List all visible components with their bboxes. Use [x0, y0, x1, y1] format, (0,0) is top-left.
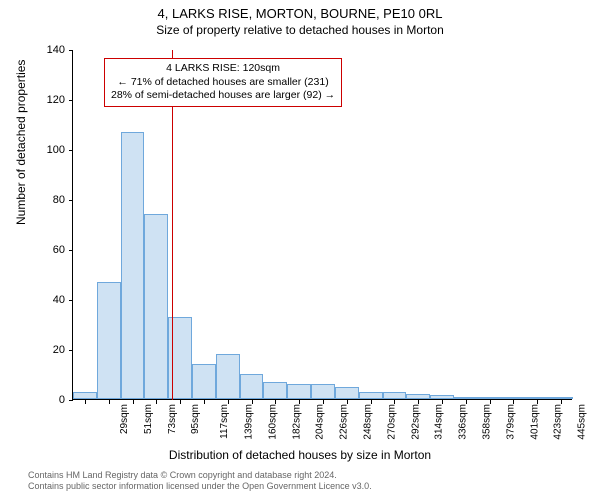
y-tick-mark	[69, 250, 73, 251]
x-tick-label: 51sqm	[143, 404, 154, 434]
x-tick-label: 336sqm	[458, 404, 469, 440]
x-tick-mark	[85, 400, 86, 404]
x-tick-mark	[394, 400, 395, 404]
histogram-bar	[192, 364, 216, 399]
x-tick-mark	[442, 400, 443, 404]
x-tick-mark	[252, 400, 253, 404]
y-tick-label: 60	[35, 244, 65, 256]
y-axis-label: Number of detached properties	[14, 60, 28, 225]
annotation-line-2: ← 71% of detached houses are smaller (23…	[111, 76, 335, 90]
histogram-bar	[263, 382, 287, 400]
histogram-bar	[335, 387, 359, 400]
annotation-box: 4 LARKS RISE: 120sqm ← 71% of detached h…	[104, 58, 342, 107]
chart-subtitle: Size of property relative to detached ho…	[0, 23, 600, 37]
x-tick-mark	[371, 400, 372, 404]
x-tick-label: 226sqm	[339, 404, 350, 440]
y-tick-label: 40	[35, 294, 65, 306]
histogram-bar	[525, 397, 549, 399]
histogram-bar	[240, 374, 264, 399]
x-tick-label: 248sqm	[363, 404, 374, 440]
x-tick-mark	[228, 400, 229, 404]
annotation-line-3: 28% of semi-detached houses are larger (…	[111, 89, 335, 103]
y-tick-label: 140	[35, 44, 65, 56]
histogram-bar	[383, 392, 407, 400]
x-tick-mark	[299, 400, 300, 404]
x-tick-label: 139sqm	[244, 404, 255, 440]
x-tick-mark	[180, 400, 181, 404]
histogram-bar	[478, 397, 502, 399]
x-tick-mark	[561, 400, 562, 404]
y-tick-mark	[69, 100, 73, 101]
y-tick-label: 100	[35, 144, 65, 156]
x-tick-mark	[537, 400, 538, 404]
x-tick-label: 182sqm	[291, 404, 302, 440]
x-tick-label: 29sqm	[119, 404, 130, 434]
histogram-bar	[121, 132, 145, 400]
histogram-bar	[216, 354, 240, 399]
histogram-bar	[502, 397, 526, 399]
x-tick-mark	[156, 400, 157, 404]
x-tick-mark	[204, 400, 205, 404]
x-tick-mark	[323, 400, 324, 404]
x-axis-label: Distribution of detached houses by size …	[0, 448, 600, 462]
x-tick-label: 423sqm	[553, 404, 564, 440]
chart-title: 4, LARKS RISE, MORTON, BOURNE, PE10 0RL	[0, 6, 600, 21]
x-tick-mark	[133, 400, 134, 404]
histogram-bar	[311, 384, 335, 399]
footer-line-1: Contains HM Land Registry data © Crown c…	[28, 470, 372, 481]
footer-line-2: Contains public sector information licen…	[28, 481, 372, 492]
x-tick-mark	[418, 400, 419, 404]
y-tick-mark	[69, 200, 73, 201]
y-tick-mark	[69, 300, 73, 301]
x-tick-label: 379sqm	[505, 404, 516, 440]
histogram-bar	[406, 394, 430, 399]
x-tick-mark	[275, 400, 276, 404]
x-tick-mark	[109, 400, 110, 404]
x-tick-label: 204sqm	[315, 404, 326, 440]
histogram-bar	[430, 395, 454, 399]
x-tick-label: 292sqm	[410, 404, 421, 440]
x-tick-mark	[347, 400, 348, 404]
y-tick-mark	[69, 150, 73, 151]
y-tick-mark	[69, 400, 73, 401]
x-tick-mark	[466, 400, 467, 404]
footer-attribution: Contains HM Land Registry data © Crown c…	[28, 470, 372, 493]
y-tick-mark	[69, 50, 73, 51]
x-tick-label: 270sqm	[386, 404, 397, 440]
annotation-line-1: 4 LARKS RISE: 120sqm	[111, 62, 335, 76]
x-tick-label: 160sqm	[267, 404, 278, 440]
x-tick-label: 95sqm	[190, 404, 201, 434]
y-tick-label: 0	[35, 394, 65, 406]
x-tick-label: 117sqm	[219, 404, 230, 439]
histogram-bar	[97, 282, 121, 400]
x-tick-label: 401sqm	[529, 404, 540, 440]
histogram-bar	[144, 214, 168, 399]
chart-plot-area: 02040608010012014029sqm51sqm73sqm95sqm11…	[72, 50, 572, 400]
x-tick-label: 314sqm	[434, 404, 445, 440]
histogram-bar	[549, 397, 573, 400]
histogram-bar	[287, 384, 311, 399]
histogram-bar	[454, 397, 478, 400]
x-tick-label: 73sqm	[167, 404, 178, 434]
x-tick-mark	[490, 400, 491, 404]
x-tick-label: 358sqm	[482, 404, 493, 440]
histogram-bar	[73, 392, 97, 400]
x-tick-label: 445sqm	[577, 404, 588, 440]
histogram-bar	[359, 392, 383, 400]
x-tick-mark	[513, 400, 514, 404]
y-tick-label: 20	[35, 344, 65, 356]
y-tick-mark	[69, 350, 73, 351]
y-tick-label: 120	[35, 94, 65, 106]
y-tick-label: 80	[35, 194, 65, 206]
